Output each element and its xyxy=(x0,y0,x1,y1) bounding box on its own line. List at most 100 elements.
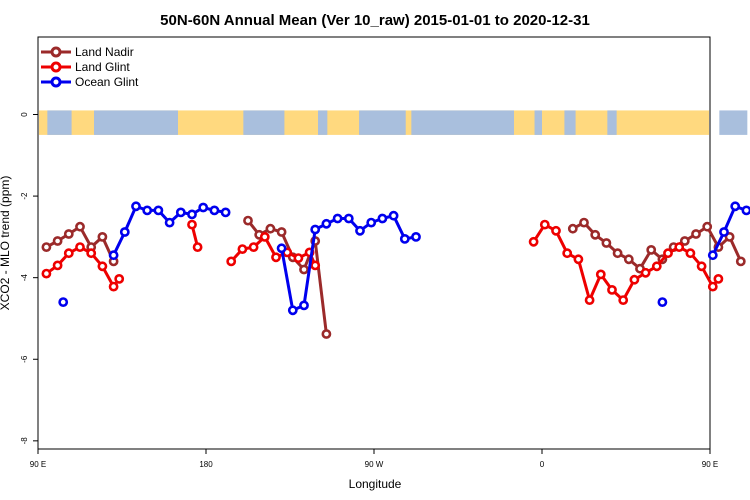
data-point-ocean-glint xyxy=(142,205,153,216)
map-strip-ocean xyxy=(719,110,748,135)
data-point-ocean-glint xyxy=(707,250,718,261)
legend-item-ocean-glint: Ocean Glint xyxy=(41,75,139,89)
data-point-ocean-glint xyxy=(332,213,343,224)
data-point-ocean-glint xyxy=(108,250,119,261)
data-point-land-glint xyxy=(595,269,606,280)
data-point-land-glint xyxy=(310,260,321,271)
series-layer xyxy=(41,201,750,339)
data-point-land-glint xyxy=(63,248,74,259)
data-point-land-glint xyxy=(226,256,237,267)
data-point-land-glint xyxy=(86,248,97,259)
data-point-land-glint xyxy=(271,252,281,263)
legend-marker-ocean-glint xyxy=(50,76,62,88)
map-strip xyxy=(39,110,748,135)
x-tick-label: 180 xyxy=(199,460,213,469)
series-ocean-glint xyxy=(58,201,750,316)
map-strip-ocean xyxy=(243,110,285,135)
map-strip-ocean xyxy=(411,110,514,135)
legend: Land Nadir Land Glint Ocean Glint xyxy=(41,45,139,89)
data-point-land-glint xyxy=(97,261,108,272)
data-point-ocean-glint xyxy=(399,233,410,244)
map-strip-ocean xyxy=(359,110,406,135)
x-tick-label: 90 E xyxy=(30,460,46,469)
map-strip-ocean xyxy=(607,110,617,135)
data-point-land-nadir xyxy=(276,227,287,237)
legend-label-ocean-glint: Ocean Glint xyxy=(75,75,139,89)
data-point-land-nadir xyxy=(623,254,634,265)
y-axis-label: XCO2 - MLO trend (ppm) xyxy=(0,176,12,311)
legend-item-land-glint: Land Glint xyxy=(41,60,130,74)
data-point-land-glint xyxy=(75,242,85,252)
data-point-ocean-glint xyxy=(164,217,175,228)
data-point-ocean-glint xyxy=(657,297,668,307)
data-point-ocean-glint xyxy=(355,225,365,236)
data-point-land-glint xyxy=(562,248,573,259)
data-point-land-nadir xyxy=(691,229,701,239)
data-point-land-nadir xyxy=(299,264,309,275)
data-point-ocean-glint xyxy=(310,224,321,235)
data-point-ocean-glint xyxy=(321,218,332,229)
legend-label-land-glint: Land Glint xyxy=(75,60,130,74)
data-point-land-glint xyxy=(696,261,707,272)
series-land-glint xyxy=(41,219,724,305)
x-axis: 90 E 180 90 W 0 90 E xyxy=(30,449,718,469)
data-point-ocean-glint xyxy=(730,201,741,212)
map-strip-ocean xyxy=(94,110,178,135)
y-axis: 0 -2 -4 -6 -8 xyxy=(20,112,38,444)
data-point-land-glint xyxy=(293,253,304,263)
data-point-land-glint xyxy=(685,248,696,259)
series-line-ocean-glint xyxy=(280,214,417,312)
data-point-ocean-glint xyxy=(343,213,354,224)
data-point-land-glint xyxy=(607,284,617,295)
data-point-land-nadir xyxy=(52,236,63,246)
data-point-land-nadir xyxy=(679,236,690,246)
data-point-ocean-glint xyxy=(220,207,231,218)
data-point-ocean-glint xyxy=(209,205,220,216)
data-point-land-nadir xyxy=(646,244,657,255)
data-point-ocean-glint xyxy=(388,210,399,221)
data-point-ocean-glint xyxy=(741,205,750,216)
data-point-land-glint xyxy=(663,248,673,259)
map-strip-ocean xyxy=(47,110,72,135)
x-axis-label: Longitude xyxy=(349,477,402,491)
data-point-land-nadir xyxy=(243,215,253,226)
data-point-land-glint xyxy=(573,254,584,265)
x-tick-label: 90 E xyxy=(702,460,718,469)
data-point-land-nadir xyxy=(75,221,85,232)
data-point-land-glint xyxy=(551,225,561,236)
data-point-land-nadir xyxy=(567,223,578,234)
data-point-land-nadir xyxy=(321,329,332,339)
data-point-land-glint xyxy=(41,268,52,279)
series-line-land-nadir xyxy=(572,221,743,271)
legend-item-land-nadir: Land Nadir xyxy=(41,45,134,59)
data-point-land-glint xyxy=(114,273,125,284)
map-strip-ocean xyxy=(564,110,576,135)
data-point-ocean-glint xyxy=(119,227,130,237)
data-point-land-nadir xyxy=(702,221,713,232)
y-tick-label: -2 xyxy=(20,192,29,200)
data-point-ocean-glint xyxy=(187,209,197,220)
data-point-land-glint xyxy=(629,274,640,285)
data-point-land-nadir xyxy=(590,229,601,240)
data-point-land-glint xyxy=(248,242,259,252)
map-strip-ocean xyxy=(534,110,542,135)
data-point-land-glint xyxy=(528,236,539,247)
data-point-ocean-glint xyxy=(276,243,287,254)
x-tick-label: 90 W xyxy=(365,460,384,469)
data-point-land-nadir xyxy=(265,223,276,234)
data-point-land-glint xyxy=(108,281,119,292)
data-point-land-glint xyxy=(713,273,724,284)
data-point-ocean-glint xyxy=(299,300,309,311)
data-point-ocean-glint xyxy=(175,207,186,218)
chart-title: 50N-60N Annual Mean (Ver 10_raw) 2015-01… xyxy=(160,12,590,29)
data-point-land-glint xyxy=(618,295,629,305)
data-point-land-nadir xyxy=(724,231,735,242)
data-point-land-glint xyxy=(237,244,248,254)
data-point-land-nadir xyxy=(601,238,612,248)
legend-label-land-nadir: Land Nadir xyxy=(75,45,134,59)
data-point-ocean-glint xyxy=(153,205,164,216)
data-point-land-nadir xyxy=(735,256,746,267)
legend-marker-land-glint xyxy=(50,61,62,73)
data-point-land-glint xyxy=(640,267,651,278)
data-point-ocean-glint xyxy=(198,202,209,213)
